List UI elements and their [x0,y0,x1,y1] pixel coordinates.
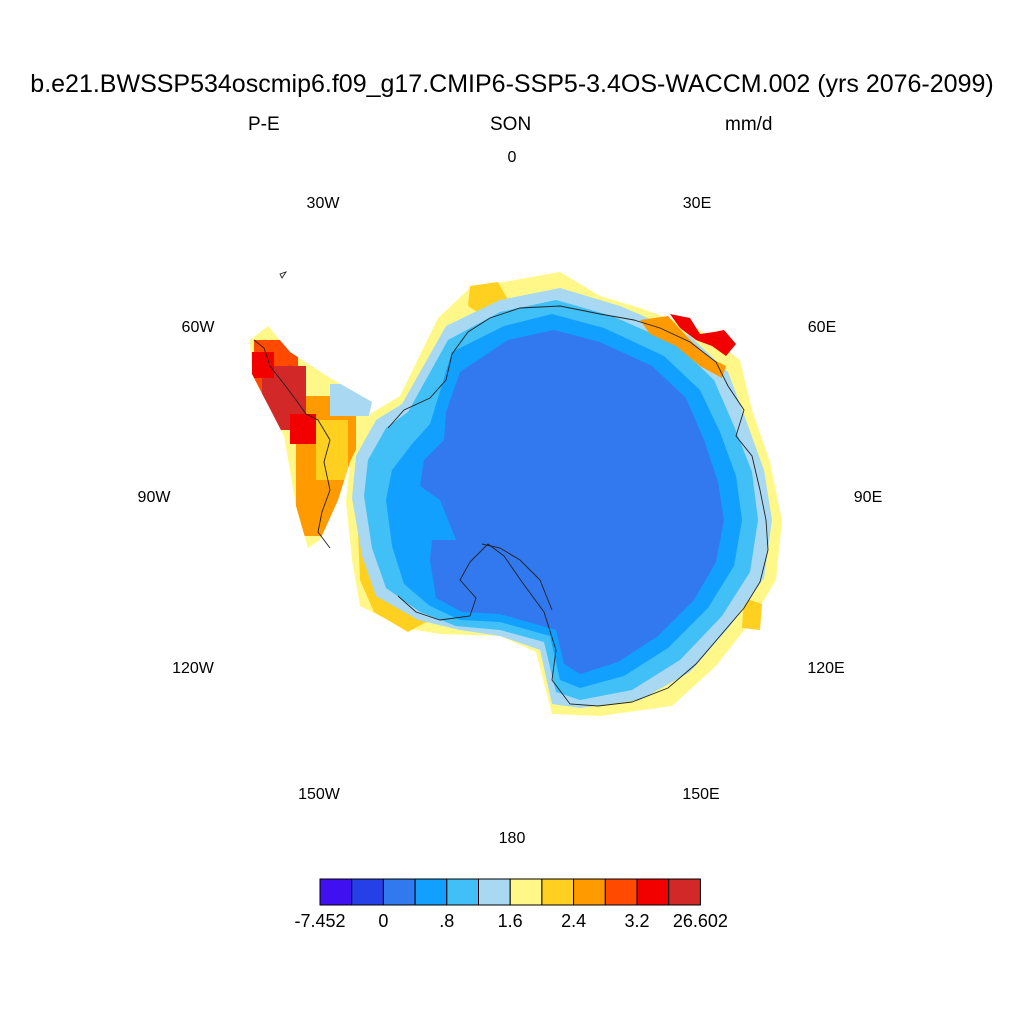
colorbar-box-3 [414,878,448,906]
colorbar-box-9 [604,878,638,906]
colorbar-box-6 [509,878,543,906]
colorbar-box-5 [478,878,511,906]
lon-label-90e: 90E [853,489,883,506]
colorbar-label-0: -7.452 [294,911,346,931]
high-pe-cluster-60e [670,314,736,356]
colorbar-box-8 [573,878,606,906]
lon-label-120e: 120E [807,660,845,677]
lon-label-180: 180 [498,830,526,847]
variable-label: P-E [248,114,280,135]
colorbar-box-4 [446,878,479,906]
lon-label-90w: 90W [137,489,171,506]
small-island [279,271,288,279]
colorbar-box-11 [668,878,701,906]
season-label: SON [490,114,532,135]
lon-label-120w: 120W [172,660,214,677]
interior-plateau [420,330,724,674]
lon-label-60w: 60W [181,319,215,336]
colorbar-label-5: 3.2 [624,911,650,931]
lon-label-150e: 150E [682,786,720,803]
high-pe-fringe-60e [640,316,726,378]
peninsula-coast [253,339,331,549]
colorbar-label-3: 1.6 [497,911,523,931]
colorbar-box-10 [636,878,670,906]
coastline [253,271,769,707]
lon-label-60e: 60E [807,319,837,336]
colorbar-label-4: 2.4 [561,911,587,931]
lon-label-30e: 30E [682,195,712,212]
lon-label-150w: 150W [298,786,340,803]
east-antarctica-coast [387,305,769,707]
colorbar-label-6: 26.602 [672,911,728,931]
colorbar-box-2 [382,878,416,906]
units-label: mm/d [725,114,773,135]
plot-title: b.e21.BWSSP534oscmip6.f09_g17.CMIP6-SSP5… [30,70,994,98]
colorbar-label-1: 0 [378,911,389,931]
colorbar-label-2: .8 [439,911,455,931]
colorbar-box-7 [541,878,575,906]
colorbar-box-1 [351,878,384,906]
colorbar-box-0 [319,878,353,906]
continent-field [250,272,782,716]
ross-ice-shelf-edge [481,543,553,611]
lon-label-30w: 30W [306,195,340,212]
lon-label-0: 0 [507,149,517,166]
